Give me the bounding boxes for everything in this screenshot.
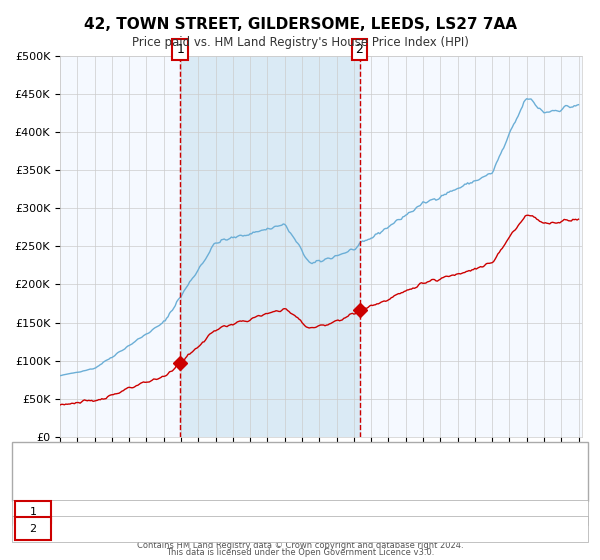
Text: 2: 2 (29, 524, 37, 534)
Text: HPI: Average price, detached house, Leeds: HPI: Average price, detached house, Leed… (63, 480, 286, 491)
Bar (180, 56, 359, 437)
Text: Price paid vs. HM Land Registry's House Price Index (HPI): Price paid vs. HM Land Registry's House … (131, 36, 469, 49)
Text: 33% ↓ HPI: 33% ↓ HPI (380, 524, 436, 534)
Text: 42, TOWN STREET, GILDERSOME, LEEDS, LS27 7AA (detached house): 42, TOWN STREET, GILDERSOME, LEEDS, LS27… (63, 464, 425, 474)
Text: 30% ↓ HPI: 30% ↓ HPI (380, 507, 436, 517)
Text: 2: 2 (356, 43, 364, 56)
Text: 30-APR-2012: 30-APR-2012 (78, 524, 145, 534)
Text: This data is licensed under the Open Government Licence v3.0.: This data is licensed under the Open Gov… (166, 548, 434, 557)
Text: 14-DEC-2001: 14-DEC-2001 (78, 507, 147, 517)
Text: 1: 1 (29, 507, 37, 517)
Text: £96,000: £96,000 (242, 507, 286, 517)
Text: 1: 1 (176, 43, 184, 56)
Text: 42, TOWN STREET, GILDERSOME, LEEDS, LS27 7AA: 42, TOWN STREET, GILDERSOME, LEEDS, LS27… (83, 17, 517, 32)
Text: £164,950: £164,950 (239, 524, 289, 534)
Text: Contains HM Land Registry data © Crown copyright and database right 2024.: Contains HM Land Registry data © Crown c… (137, 541, 463, 550)
